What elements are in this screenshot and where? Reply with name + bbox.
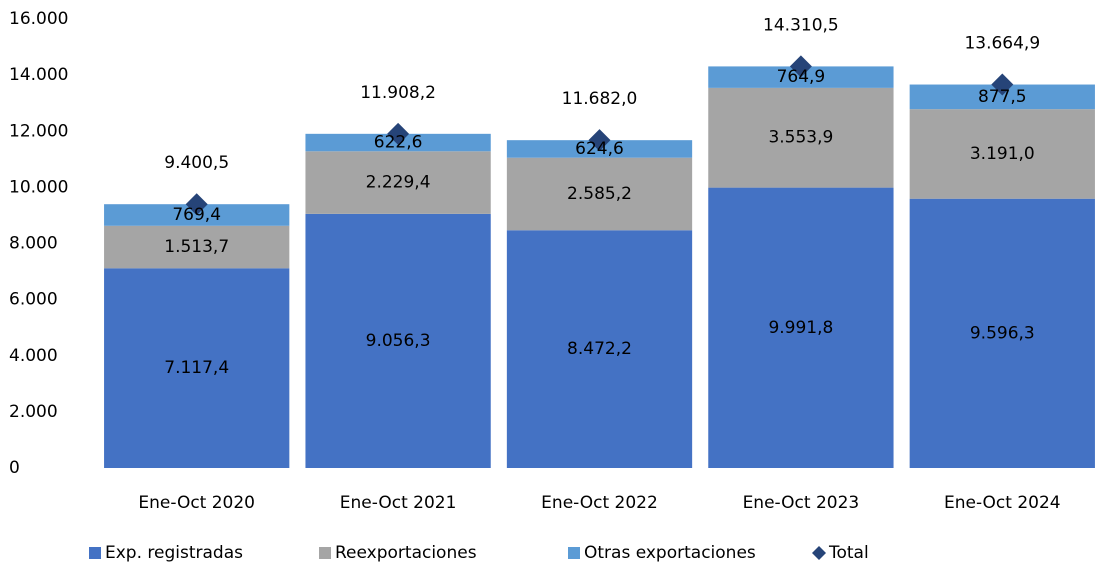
data-label: 2.229,4 xyxy=(366,173,431,193)
legend-marker xyxy=(812,546,826,560)
y-tick-label: 8.000 xyxy=(9,234,58,254)
data-label: 9.056,3 xyxy=(366,331,431,351)
data-label: 624,6 xyxy=(575,139,624,159)
total-label: 13.664,9 xyxy=(964,34,1040,54)
total-marker xyxy=(789,55,812,78)
legend-label: Total xyxy=(828,543,869,563)
x-tick-label: Ene-Oct 2023 xyxy=(743,493,860,513)
y-tick-label: 16.000 xyxy=(9,9,68,29)
x-tick-label: Ene-Oct 2024 xyxy=(944,493,1061,513)
y-tick-label: 12.000 xyxy=(9,121,68,141)
bar-segment xyxy=(506,230,693,468)
bar-segment xyxy=(708,187,894,469)
legend-label: Otras exportaciones xyxy=(584,543,756,563)
data-label: 877,5 xyxy=(978,87,1027,107)
bar-segment xyxy=(909,109,1095,199)
y-tick-label: 14.000 xyxy=(9,65,68,85)
legend-marker xyxy=(568,547,580,559)
data-label: 2.585,2 xyxy=(567,184,632,204)
legend-label: Reexportaciones xyxy=(335,543,477,563)
y-tick-label: 2.000 xyxy=(9,402,58,422)
legend-marker xyxy=(89,547,101,559)
total-label: 14.310,5 xyxy=(763,15,839,35)
data-label: 3.191,0 xyxy=(970,144,1035,164)
bar-segment xyxy=(909,198,1095,468)
total-marker xyxy=(387,122,410,145)
data-label: 8.472,2 xyxy=(567,339,632,359)
x-tick-label: Ene-Oct 2022 xyxy=(541,493,658,513)
legend-marker xyxy=(319,547,331,559)
data-label: 9.991,8 xyxy=(768,318,833,338)
legend-label: Exp. registradas xyxy=(105,543,243,563)
data-label: 3.553,9 xyxy=(768,128,833,148)
y-tick-label: 4.000 xyxy=(9,346,58,366)
data-label: 9.596,3 xyxy=(970,323,1035,343)
total-label: 11.682,0 xyxy=(562,89,638,109)
y-tick-label: 10.000 xyxy=(9,177,68,197)
x-tick-label: Ene-Oct 2021 xyxy=(340,493,457,513)
data-label: 769,4 xyxy=(172,205,221,225)
data-label: 764,9 xyxy=(777,67,826,87)
total-marker xyxy=(991,73,1014,96)
bar-segment xyxy=(305,151,491,214)
data-label: 622,6 xyxy=(374,133,423,153)
data-label: 7.117,4 xyxy=(164,358,229,378)
total-label: 9.400,5 xyxy=(164,153,229,173)
bar-segment xyxy=(708,87,894,188)
x-tick-label: Ene-Oct 2020 xyxy=(138,493,255,513)
bar-segment xyxy=(506,157,693,231)
bar-segment xyxy=(104,225,290,269)
data-label: 1.513,7 xyxy=(164,237,229,257)
total-marker xyxy=(185,193,208,216)
y-tick-label: 0 xyxy=(9,458,20,478)
total-label: 11.908,2 xyxy=(360,83,436,103)
bar-segment xyxy=(305,213,491,468)
y-tick-label: 6.000 xyxy=(9,290,58,310)
total-marker xyxy=(588,129,611,152)
bar-segment xyxy=(104,268,290,468)
